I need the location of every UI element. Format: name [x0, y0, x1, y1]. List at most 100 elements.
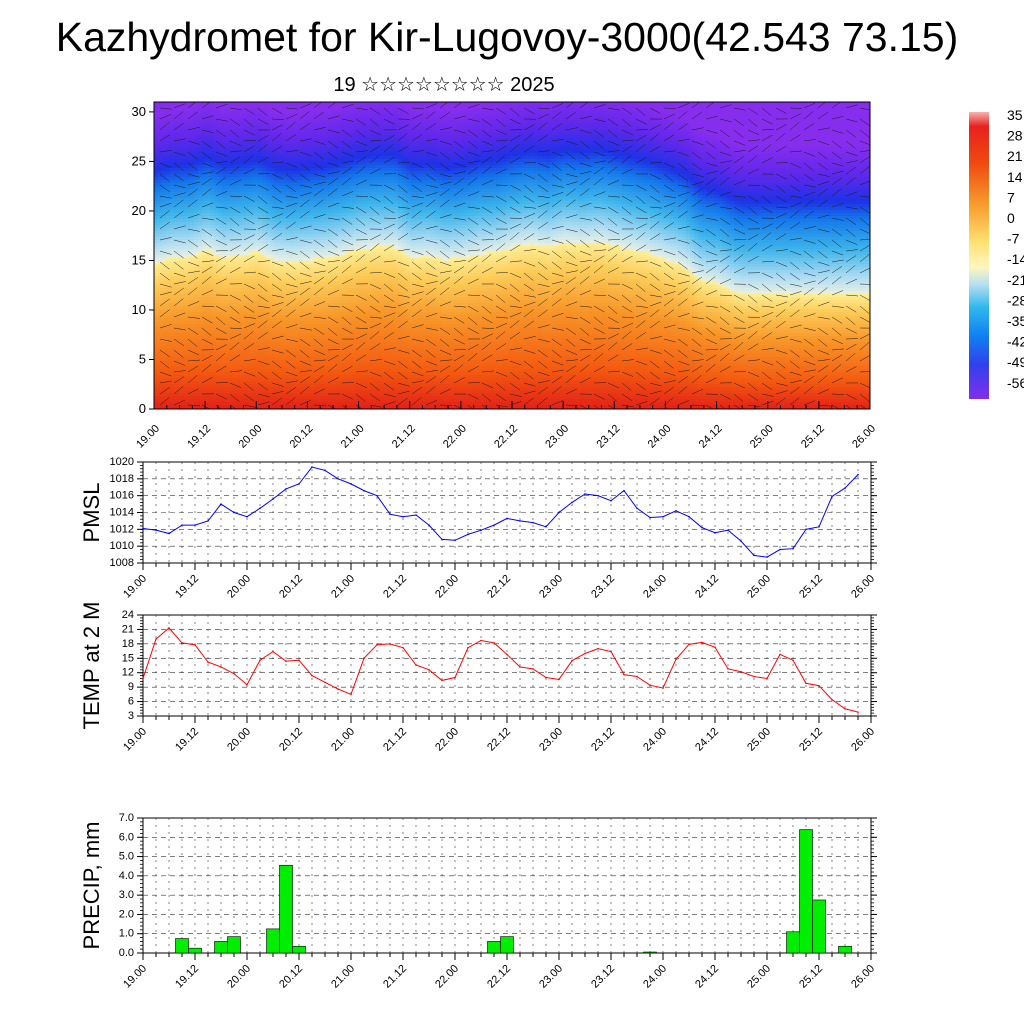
temperature-cell — [166, 393, 171, 397]
temperature-cell — [206, 129, 211, 133]
temperature-cell — [158, 279, 163, 283]
temperature-cell — [214, 339, 219, 343]
temperature-cell — [162, 405, 167, 409]
temperature-cell — [286, 321, 291, 325]
temperature-cell — [294, 264, 299, 268]
temperature-cell — [274, 180, 279, 184]
temperature-cell — [186, 186, 191, 190]
temperature-cell — [178, 141, 183, 145]
temperature-cell — [270, 339, 275, 343]
temperature-cell — [274, 228, 279, 232]
temperature-cell — [254, 285, 259, 289]
temperature-cell — [314, 213, 319, 217]
temperature-cell — [194, 195, 199, 199]
temperature-cell — [206, 288, 211, 292]
temperature-cell — [190, 147, 195, 151]
temperature-cell — [234, 153, 239, 157]
temperature-cell — [242, 117, 247, 121]
temperature-cell — [310, 375, 315, 379]
temperature-cell — [242, 234, 247, 238]
temperature-cell — [154, 297, 159, 301]
temperature-cell — [286, 384, 291, 388]
temperature-cell — [246, 258, 251, 262]
temperature-cell — [170, 168, 175, 172]
temperature-cell — [306, 135, 311, 139]
temperature-cell — [294, 105, 299, 109]
temperature-cell — [266, 153, 271, 157]
temperature-cell — [190, 210, 195, 214]
temperature-cell — [226, 174, 231, 178]
temperature-cell — [242, 297, 247, 301]
temperature-cell — [170, 270, 175, 274]
temperature-cell — [158, 240, 163, 244]
temperature-cell — [190, 249, 195, 253]
temperature-cell — [182, 162, 187, 166]
temperature-cell — [202, 285, 207, 289]
temperature-cell — [290, 390, 295, 394]
temperature-cell — [258, 375, 263, 379]
temperature-cell — [202, 213, 207, 217]
temperature-cell — [270, 291, 275, 295]
temperature-cell — [222, 297, 227, 301]
temperature-cell — [242, 225, 247, 229]
temperature-cell — [182, 297, 187, 301]
temperature-cell — [250, 375, 255, 379]
temperature-cell — [294, 135, 299, 139]
temperature-cell — [218, 342, 223, 346]
temperature-cell — [286, 303, 291, 307]
temperature-cell — [258, 327, 263, 331]
temperature-cell — [294, 360, 299, 364]
temperature-cell — [314, 264, 319, 268]
temperature-cell — [202, 177, 207, 181]
temperature-cell — [306, 327, 311, 331]
temperature-cell — [206, 282, 211, 286]
temperature-cell — [226, 150, 231, 154]
temperature-cell — [310, 270, 315, 274]
temperature-cell — [210, 273, 215, 277]
temperature-cell — [286, 402, 291, 406]
temperature-cell — [162, 162, 167, 166]
temperature-cell — [178, 234, 183, 238]
temperature-cell — [294, 114, 299, 118]
temperature-cell — [206, 132, 211, 136]
temperature-cell — [230, 288, 235, 292]
temperature-cell — [254, 189, 259, 193]
temperature-cell — [250, 216, 255, 220]
temperature-cell — [174, 231, 179, 235]
temperature-cell — [242, 258, 247, 262]
temperature-cell — [182, 348, 187, 352]
temperature-cell — [314, 324, 319, 328]
temperature-cell — [238, 354, 243, 358]
temperature-cell — [254, 345, 259, 349]
temperature-cell — [298, 234, 303, 238]
temperature-cell — [206, 183, 211, 187]
temperature-cell — [294, 246, 299, 250]
temperature-cell — [178, 108, 183, 112]
temperature-cell — [266, 234, 271, 238]
temperature-cell — [202, 375, 207, 379]
temperature-cell — [274, 189, 279, 193]
temperature-cell — [246, 339, 251, 343]
temperature-cell — [306, 282, 311, 286]
temperature-cell — [162, 252, 167, 256]
temperature-cell — [230, 252, 235, 256]
temperature-cell — [202, 318, 207, 322]
temperature-cell — [226, 237, 231, 241]
temperature-cell — [246, 195, 251, 199]
temperature-cell — [186, 390, 191, 394]
temperature-cell — [222, 114, 227, 118]
temperature-cell — [278, 231, 283, 235]
temperature-cell — [206, 237, 211, 241]
temperature-cell — [210, 165, 215, 169]
temperature-cell — [154, 303, 159, 307]
temperature-cell — [262, 336, 267, 340]
temperature-cell — [302, 117, 307, 121]
temperature-cell — [262, 228, 267, 232]
temperature-cell — [314, 105, 319, 109]
temperature-cell — [282, 324, 287, 328]
temperature-cell — [210, 246, 215, 250]
temperature-cell — [194, 225, 199, 229]
temperature-cell — [222, 291, 227, 295]
temperature-cell — [158, 225, 163, 229]
